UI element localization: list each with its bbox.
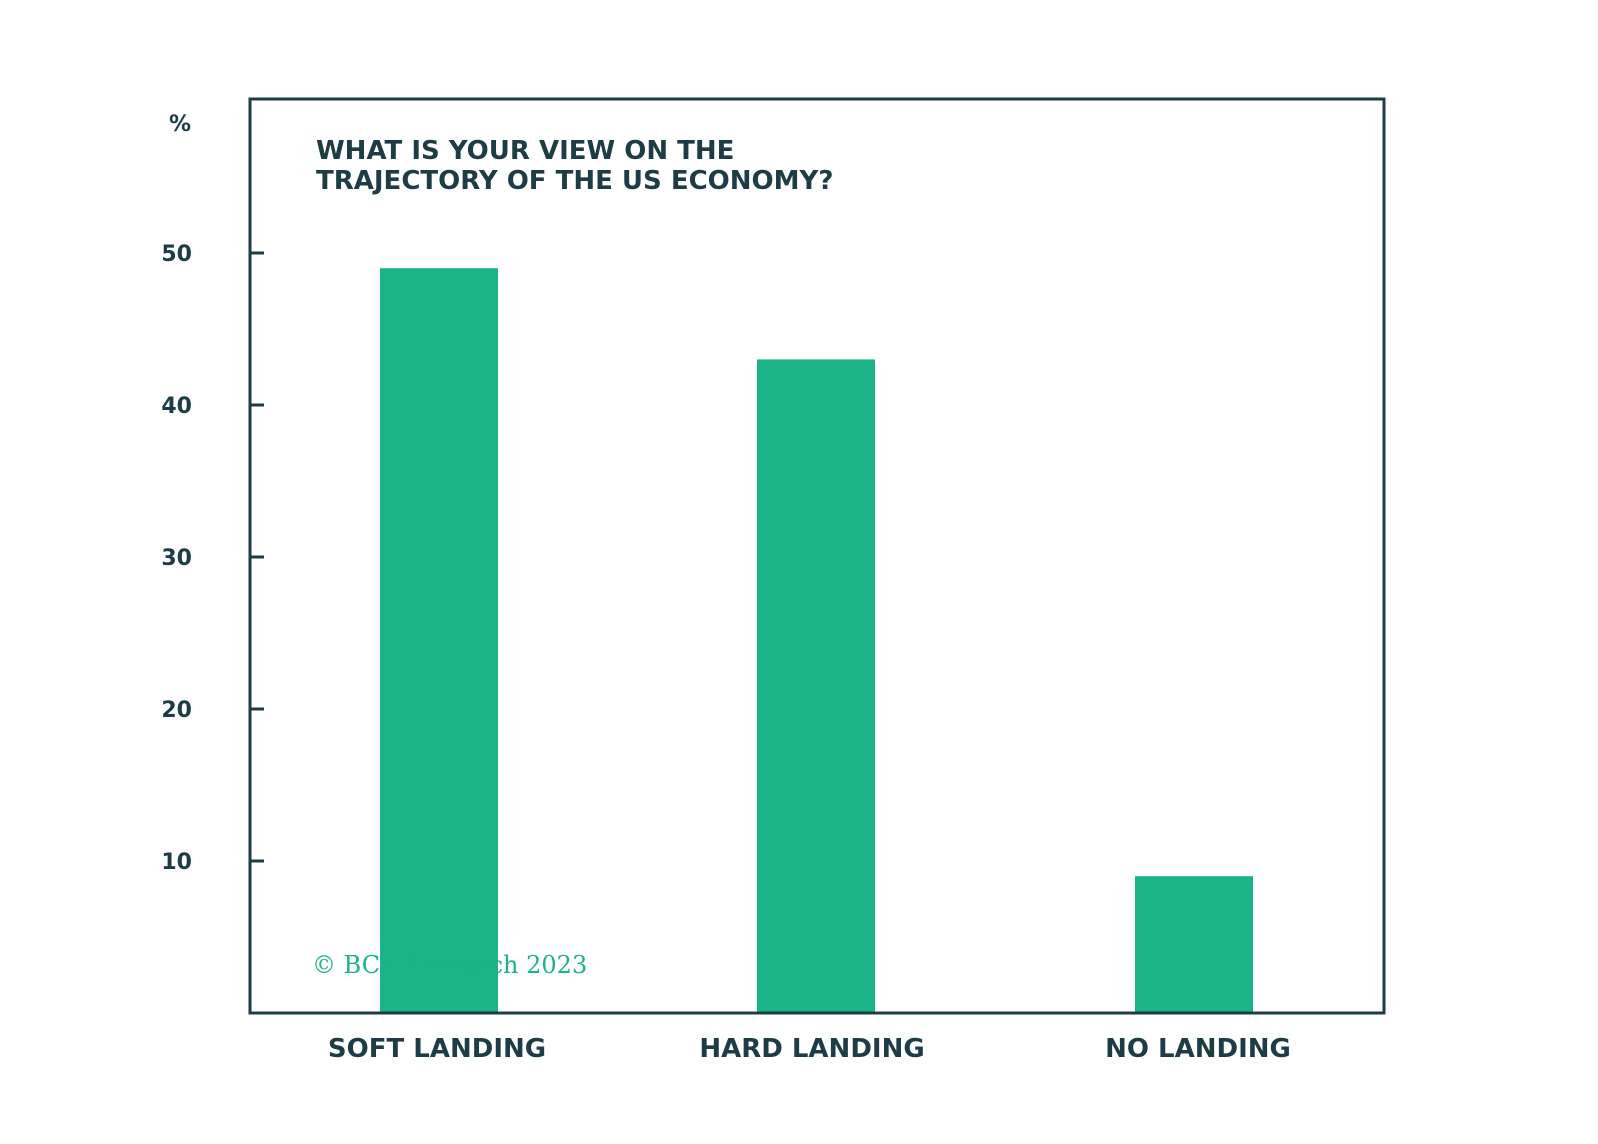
y-tick-label-20: 20 <box>161 698 192 723</box>
y-tick-label-30: 30 <box>161 546 192 571</box>
bars-layer <box>380 268 1253 1013</box>
x-category-label-soft-landing: SOFT LANDING <box>328 1034 546 1064</box>
x-category-label-no-landing: NO LANDING <box>1105 1034 1291 1064</box>
bar-no-landing <box>1135 876 1253 1013</box>
y-tick-label-10: 10 <box>161 850 192 875</box>
chart-title-line-1: WHAT IS YOUR VIEW ON THE <box>316 136 734 166</box>
chart-title-line-2: TRAJECTORY OF THE US ECONOMY? <box>316 166 833 196</box>
y-axis-unit-label: % <box>169 112 191 137</box>
x-category-label-hard-landing: HARD LANDING <box>699 1034 924 1064</box>
y-tick-label-50: 50 <box>161 242 192 267</box>
copyright-watermark: © BCA Research 2023 <box>312 951 587 979</box>
bar-hard-landing <box>757 359 875 1013</box>
x-axis-category-labels: SOFT LANDING HARD LANDING NO LANDING <box>328 1034 1291 1064</box>
y-axis-ticks: 10 20 30 40 50 <box>161 242 264 875</box>
bar-soft-landing <box>380 268 498 1013</box>
y-tick-label-40: 40 <box>161 394 192 419</box>
